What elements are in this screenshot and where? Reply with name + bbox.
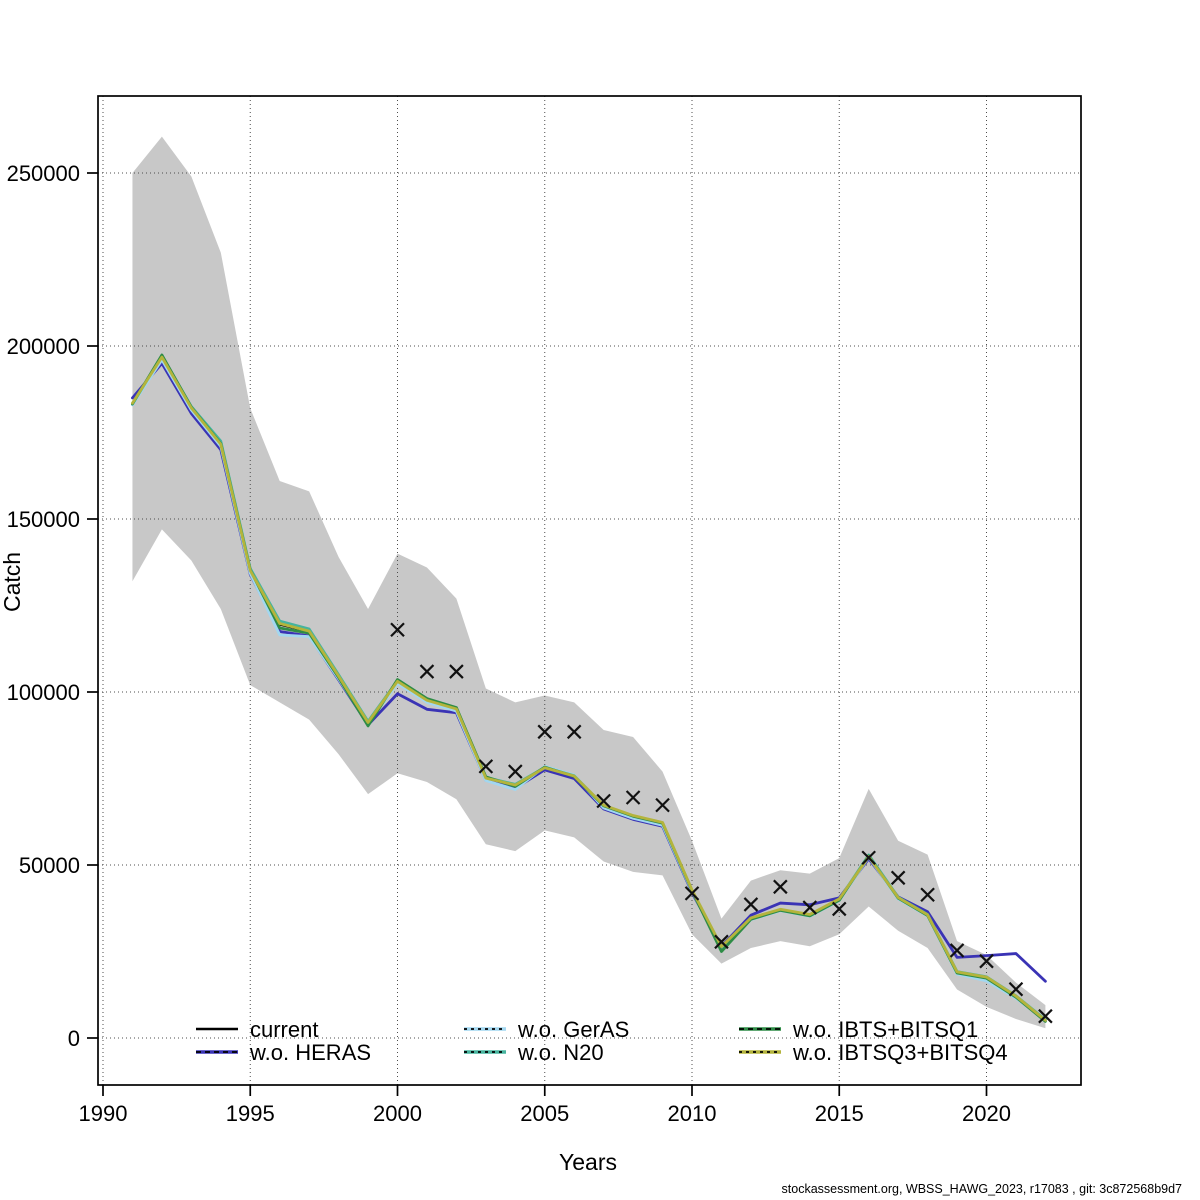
observation-marker-2007 bbox=[596, 793, 611, 809]
axis-layer: 1990 1995 2000 2005 2010 2015 2020 0 50000 100000… bbox=[7, 95, 1082, 1126]
confidence-band-layer bbox=[132, 136, 1046, 1029]
legend-label: w.o. IBTS+BITSQ1 bbox=[792, 1017, 978, 1042]
x-marker-stroke bbox=[537, 724, 553, 740]
legend-item-w-o-n20: w.o. N20 bbox=[464, 1040, 604, 1065]
observation-marker-2016 bbox=[861, 850, 876, 866]
x-marker-stroke bbox=[831, 901, 847, 917]
observation-marker-2008 bbox=[625, 790, 641, 805]
observation-marker-2017 bbox=[890, 870, 906, 886]
legend-item-w-o-ibts-bitsq1: w.o. IBTS+BITSQ1 bbox=[739, 1017, 978, 1042]
plot-border bbox=[97, 95, 1082, 1086]
x-marker-stroke bbox=[714, 934, 729, 950]
x-marker-stroke bbox=[949, 943, 965, 958]
observation-marker-2014 bbox=[802, 900, 818, 915]
observation-marker-2020 bbox=[979, 953, 994, 969]
legend-item-w-o-heras: w.o. HERAS bbox=[196, 1040, 371, 1065]
observation-marker-2015 bbox=[831, 901, 847, 917]
x-marker-stroke bbox=[773, 879, 788, 895]
x-marker-stroke bbox=[625, 790, 641, 805]
y-axis-title: Catch bbox=[0, 552, 25, 612]
x-tick-label-2020: 2020 bbox=[962, 1101, 1011, 1126]
x-tick-label-1995: 1995 bbox=[226, 1101, 275, 1126]
legend-label: w.o. GerAS bbox=[517, 1017, 629, 1042]
legend-label: w.o. IBTSQ3+BITSQ4 bbox=[792, 1040, 1008, 1065]
observation-marker-2001 bbox=[419, 664, 435, 679]
observation-marker-2019 bbox=[949, 943, 965, 958]
x-marker-stroke bbox=[743, 897, 759, 912]
confidence-band bbox=[132, 136, 1046, 1029]
observation-marker-2022 bbox=[1038, 1008, 1053, 1024]
legend-item-w-o-geras: w.o. GerAS bbox=[464, 1017, 629, 1042]
legend-label: w.o. HERAS bbox=[249, 1040, 371, 1065]
observation-marker-2010 bbox=[684, 886, 700, 901]
legend-label: w.o. N20 bbox=[517, 1040, 604, 1065]
observation-marker-2011 bbox=[714, 934, 729, 950]
x-tick-label-2000: 2000 bbox=[373, 1101, 422, 1126]
x-marker-stroke bbox=[890, 870, 906, 886]
y-tick-label-0: 0 bbox=[68, 1026, 80, 1051]
observation-layer bbox=[390, 622, 1053, 1024]
series-layer bbox=[131, 353, 1047, 1023]
legend-item-w-o-ibtsq3-bitsq4: w.o. IBTSQ3+BITSQ4 bbox=[739, 1040, 1008, 1065]
x-marker-stroke bbox=[684, 886, 700, 901]
y-tick-label-250000: 250000 bbox=[7, 161, 80, 186]
grid-layer bbox=[98, 96, 1081, 1085]
legend-label: current bbox=[250, 1017, 318, 1042]
x-marker-stroke bbox=[979, 953, 994, 969]
x-marker-stroke bbox=[449, 664, 464, 679]
legend-item-current: current bbox=[196, 1017, 318, 1042]
x-marker-stroke bbox=[478, 759, 494, 774]
y-tick-label-50000: 50000 bbox=[19, 853, 80, 878]
observation-marker-2005 bbox=[537, 724, 553, 740]
y-tick-label-150000: 150000 bbox=[7, 507, 80, 532]
x-tick-label-2005: 2005 bbox=[520, 1101, 569, 1126]
x-marker-stroke bbox=[1038, 1008, 1053, 1024]
x-marker-stroke bbox=[596, 793, 611, 809]
observation-marker-2018 bbox=[920, 887, 935, 903]
observation-marker-2004 bbox=[508, 764, 523, 779]
x-marker-stroke bbox=[802, 900, 818, 915]
x-marker-stroke bbox=[1008, 981, 1024, 997]
series-line-w-o-ibtsq3-bitsq4 bbox=[131, 355, 1047, 1022]
observation-marker-2013 bbox=[773, 879, 788, 895]
x-marker-stroke bbox=[566, 724, 582, 740]
x-axis-title: Years bbox=[559, 1149, 617, 1175]
observation-marker-2006 bbox=[566, 724, 582, 740]
x-marker-stroke bbox=[508, 764, 523, 779]
observation-marker-2021 bbox=[1008, 981, 1024, 997]
y-tick-label-200000: 200000 bbox=[7, 334, 80, 359]
x-marker-stroke bbox=[655, 797, 670, 813]
x-tick-label-2010: 2010 bbox=[668, 1101, 717, 1126]
observation-marker-2009 bbox=[655, 797, 670, 813]
x-tick-label-2015: 2015 bbox=[815, 1101, 864, 1126]
observation-marker-2003 bbox=[478, 759, 494, 774]
y-tick-label-100000: 100000 bbox=[7, 680, 80, 705]
x-tick-label-1990: 1990 bbox=[79, 1101, 128, 1126]
observation-marker-2012 bbox=[743, 897, 759, 912]
observation-marker-2000 bbox=[390, 622, 405, 637]
x-marker-stroke bbox=[390, 622, 405, 637]
x-marker-stroke bbox=[861, 850, 876, 866]
x-marker-stroke bbox=[920, 887, 935, 903]
footer-credit: stockassessment.org, WBSS_HAWG_2023, r17… bbox=[782, 1182, 1182, 1196]
x-marker-stroke bbox=[419, 664, 435, 679]
observation-marker-2002 bbox=[449, 664, 464, 679]
